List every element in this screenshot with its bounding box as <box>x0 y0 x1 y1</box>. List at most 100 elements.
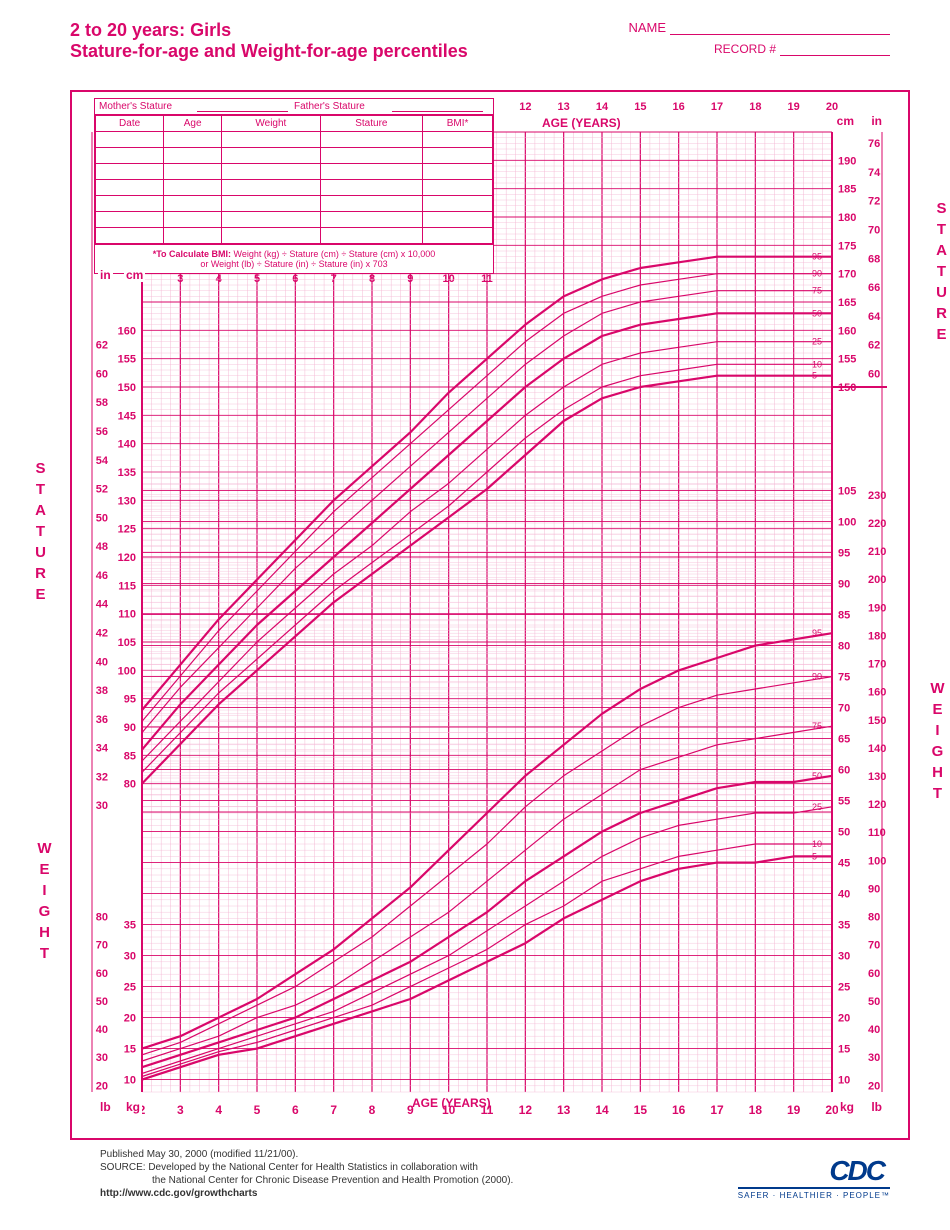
column-header: Date <box>96 116 164 132</box>
svg-text:42: 42 <box>96 627 108 639</box>
svg-text:4: 4 <box>216 273 223 285</box>
mother-stature-label: Mother's Stature <box>99 101 191 112</box>
svg-text:14: 14 <box>596 101 609 113</box>
svg-text:3: 3 <box>177 273 183 285</box>
svg-text:115: 115 <box>118 580 136 592</box>
svg-text:20: 20 <box>868 1080 880 1092</box>
svg-text:40: 40 <box>96 1024 108 1036</box>
svg-text:7: 7 <box>330 1103 337 1117</box>
svg-text:35: 35 <box>838 920 850 932</box>
svg-text:13: 13 <box>557 1103 571 1117</box>
svg-text:45: 45 <box>838 858 850 870</box>
table-row[interactable] <box>96 196 493 212</box>
entry-grid[interactable]: DateAgeWeightStatureBMI* <box>95 115 493 244</box>
svg-text:34: 34 <box>96 743 109 755</box>
svg-text:160: 160 <box>868 687 886 699</box>
svg-text:75: 75 <box>838 672 850 684</box>
weight-vlabel-right: WEIGHT <box>929 680 946 806</box>
svg-text:16: 16 <box>672 1103 686 1117</box>
growth-chart: 2334455667788991010111112121313141415151… <box>70 90 910 1140</box>
svg-text:55: 55 <box>838 796 850 808</box>
svg-text:105: 105 <box>838 486 856 498</box>
svg-text:76: 76 <box>868 138 880 150</box>
stature-vlabel-right: STATURE <box>933 200 950 347</box>
svg-text:64: 64 <box>868 311 881 323</box>
svg-text:11: 11 <box>481 273 493 285</box>
svg-text:62: 62 <box>96 340 108 352</box>
svg-text:14: 14 <box>595 1103 609 1117</box>
svg-text:62: 62 <box>868 340 880 352</box>
svg-text:40: 40 <box>868 1024 880 1036</box>
svg-text:165: 165 <box>838 297 856 309</box>
unit-cm-right-top: cm <box>835 114 856 128</box>
svg-text:80: 80 <box>96 912 108 924</box>
svg-text:10: 10 <box>124 1075 136 1087</box>
chart-header: 2 to 20 years: Girls Stature-for-age and… <box>70 20 910 80</box>
svg-text:140: 140 <box>118 439 136 451</box>
svg-text:5: 5 <box>254 1103 261 1117</box>
svg-text:75: 75 <box>812 286 822 296</box>
svg-text:190: 190 <box>838 155 856 167</box>
svg-text:10: 10 <box>443 273 455 285</box>
svg-text:12: 12 <box>519 1103 533 1117</box>
svg-text:80: 80 <box>124 779 136 791</box>
svg-text:200: 200 <box>868 574 886 586</box>
table-row[interactable] <box>96 164 493 180</box>
svg-text:110: 110 <box>868 827 886 839</box>
svg-text:70: 70 <box>838 703 850 715</box>
svg-text:6: 6 <box>292 1103 299 1117</box>
column-header: BMI* <box>423 116 493 132</box>
svg-text:125: 125 <box>118 524 136 536</box>
svg-text:105: 105 <box>118 637 136 649</box>
svg-text:68: 68 <box>868 253 880 265</box>
svg-text:60: 60 <box>868 968 880 980</box>
table-row[interactable] <box>96 132 493 148</box>
svg-text:60: 60 <box>96 368 108 380</box>
svg-text:140: 140 <box>868 743 886 755</box>
svg-text:160: 160 <box>838 325 856 337</box>
svg-text:38: 38 <box>96 685 108 697</box>
table-row[interactable] <box>96 228 493 244</box>
data-entry-table: Mother's Stature Father's Stature DateAg… <box>94 98 494 274</box>
age-label-top: AGE (YEARS) <box>542 116 621 130</box>
svg-text:95: 95 <box>812 252 822 262</box>
svg-text:25: 25 <box>812 802 822 812</box>
svg-text:90: 90 <box>868 883 880 895</box>
age-label-bottom: AGE (YEARS) <box>412 1096 491 1110</box>
svg-text:25: 25 <box>124 982 136 994</box>
table-row[interactable] <box>96 212 493 228</box>
svg-text:155: 155 <box>838 354 856 366</box>
svg-text:19: 19 <box>788 101 800 113</box>
svg-text:185: 185 <box>838 184 856 196</box>
unit-lb-right: lb <box>869 1100 884 1114</box>
svg-text:210: 210 <box>868 546 886 558</box>
svg-text:12: 12 <box>519 101 531 113</box>
svg-text:10: 10 <box>812 359 822 369</box>
svg-text:72: 72 <box>868 196 880 208</box>
svg-text:35: 35 <box>124 920 136 932</box>
svg-text:6: 6 <box>292 273 298 285</box>
svg-text:180: 180 <box>868 630 886 642</box>
svg-text:50: 50 <box>812 771 822 781</box>
svg-text:75: 75 <box>812 721 822 731</box>
svg-text:220: 220 <box>868 518 886 530</box>
svg-text:48: 48 <box>96 541 108 553</box>
table-row[interactable] <box>96 180 493 196</box>
svg-text:65: 65 <box>838 734 850 746</box>
svg-text:155: 155 <box>118 354 136 366</box>
svg-text:10: 10 <box>838 1075 850 1087</box>
father-stature-label: Father's Stature <box>294 101 386 112</box>
unit-lb-left: lb <box>98 1100 113 1114</box>
svg-text:13: 13 <box>558 101 570 113</box>
svg-text:170: 170 <box>868 659 886 671</box>
stature-vlabel-left: STATURE <box>32 460 49 607</box>
table-row[interactable] <box>96 148 493 164</box>
svg-text:52: 52 <box>96 484 108 496</box>
svg-text:175: 175 <box>838 240 856 252</box>
svg-text:16: 16 <box>673 101 685 113</box>
svg-text:90: 90 <box>812 269 822 279</box>
svg-text:110: 110 <box>118 609 136 621</box>
svg-text:8: 8 <box>369 273 375 285</box>
svg-text:120: 120 <box>868 799 886 811</box>
svg-text:90: 90 <box>124 722 136 734</box>
